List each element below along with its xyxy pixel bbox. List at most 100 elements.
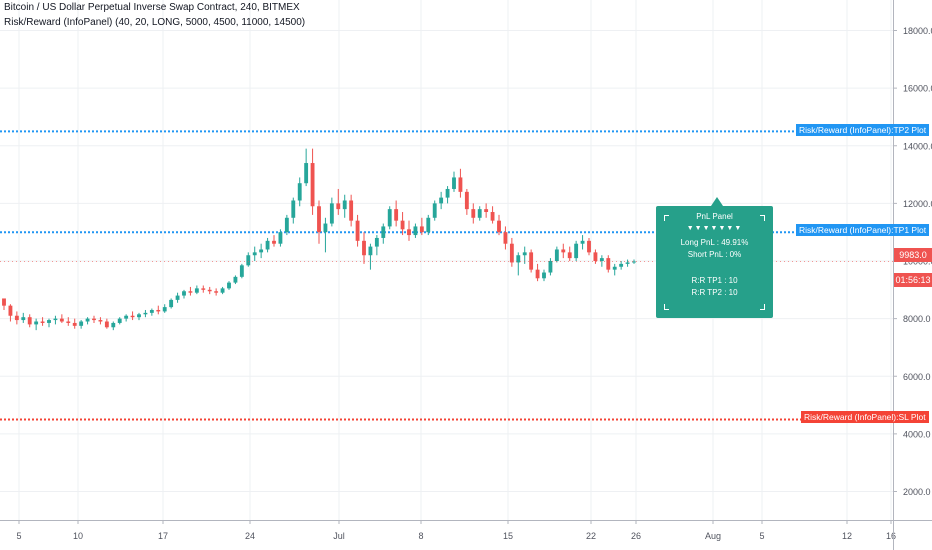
candle-body xyxy=(34,321,39,325)
candle-body xyxy=(188,291,193,293)
candle-body xyxy=(574,243,579,259)
time-axis-label: 16 xyxy=(886,531,896,541)
candle-body xyxy=(284,217,289,233)
candle-body xyxy=(143,312,148,315)
candle-body xyxy=(484,209,489,213)
candle-body xyxy=(79,321,84,326)
candle-body xyxy=(349,200,354,221)
candle-body xyxy=(432,203,437,218)
candle-body xyxy=(458,177,463,192)
candle-body xyxy=(227,282,231,289)
candle-body xyxy=(124,315,129,319)
candle-body xyxy=(156,309,161,312)
candle-body xyxy=(323,223,328,233)
current-price-text: 9983.0 xyxy=(899,250,927,260)
candle-body xyxy=(291,200,296,218)
rr-tp2: R:R TP2 : 10 xyxy=(691,288,738,297)
candle-body xyxy=(497,220,501,233)
candle-body xyxy=(14,315,19,321)
candle-body xyxy=(522,252,527,256)
candle-body xyxy=(542,272,546,279)
candle-body xyxy=(464,191,469,210)
panel-title: PnL Panel xyxy=(696,212,733,221)
candle-body xyxy=(92,318,96,321)
candle-body xyxy=(239,265,244,277)
candle-body xyxy=(111,322,116,328)
candle-body xyxy=(413,226,418,236)
candle-body xyxy=(21,317,26,321)
candle-body xyxy=(567,252,572,259)
candle-body xyxy=(272,240,276,244)
indicator-legend[interactable]: Risk/Reward (InfoPanel) (40, 20, LONG, 5… xyxy=(4,17,306,28)
candle-body xyxy=(85,318,90,322)
candle-body xyxy=(169,299,174,308)
candle-body xyxy=(355,220,360,241)
candle-body xyxy=(529,252,534,270)
candle-body xyxy=(426,217,431,233)
candle-body xyxy=(8,305,13,316)
candle-body xyxy=(137,314,141,318)
candle-body xyxy=(548,261,553,273)
time-axis-label: 8 xyxy=(418,531,423,541)
candle-body xyxy=(233,276,238,283)
candle-body xyxy=(554,249,559,261)
candle-body xyxy=(439,197,444,204)
candle-body xyxy=(374,237,379,247)
time-axis-label: 22 xyxy=(586,531,596,541)
time-axis-label: Jul xyxy=(333,531,345,541)
candle-body xyxy=(27,317,32,325)
candle-body xyxy=(175,295,180,300)
candle-body xyxy=(452,177,456,189)
candle-body xyxy=(599,258,604,261)
candle-body xyxy=(104,321,109,328)
candle-body xyxy=(329,203,334,224)
candle-body xyxy=(381,226,386,238)
tp1-plot-label: Risk/Reward (InfoPanel):TP1 Plot xyxy=(796,224,930,236)
candle-body xyxy=(394,209,399,221)
time-axis-label: 15 xyxy=(503,531,513,541)
candle-body xyxy=(593,252,598,261)
symbol-title[interactable]: Bitcoin / US Dollar Perpetual Inverse Sw… xyxy=(4,2,300,13)
candle-body xyxy=(342,200,347,210)
candle-body xyxy=(387,209,392,227)
price-axis-label: 14000.0 xyxy=(903,141,932,151)
candle-body xyxy=(407,229,411,236)
candle-body xyxy=(445,188,450,198)
candle-body xyxy=(587,240,591,253)
time-axis-label: 24 xyxy=(245,531,255,541)
price-axis-label: 18000.0 xyxy=(903,26,932,36)
tp2-plot-label: Risk/Reward (InfoPanel):TP2 Plot xyxy=(796,124,930,136)
long-pnl: Long PnL : 49.91% xyxy=(680,238,749,247)
candle-body xyxy=(509,243,514,263)
candle-body xyxy=(207,289,212,292)
candle-body xyxy=(535,269,540,279)
candle-body xyxy=(214,291,219,293)
candle-body xyxy=(632,261,636,263)
candle-body xyxy=(72,322,77,326)
countdown-badge xyxy=(894,273,932,287)
candle-body xyxy=(59,318,64,322)
candle-body xyxy=(419,226,424,233)
price-axis-label: 12000.0 xyxy=(903,199,932,209)
candle-body xyxy=(490,212,495,221)
candle-body xyxy=(2,298,6,306)
current-price-badge xyxy=(894,248,932,262)
candle-body xyxy=(471,209,476,218)
candle-body xyxy=(625,262,630,264)
candle-body xyxy=(53,318,58,321)
pnl-panel: PnL Panel ▼▼▼▼▼▼▼ Long PnL : 49.91% Shor… xyxy=(656,206,773,318)
candle-body xyxy=(362,240,366,256)
candle-body xyxy=(194,288,199,293)
time-axis-label: 5 xyxy=(759,531,764,541)
candle-body xyxy=(310,163,315,207)
time-axis-label: 12 xyxy=(842,531,852,541)
candle-body xyxy=(117,318,122,323)
countdown-text: 01:56:13 xyxy=(895,275,930,285)
time-axis-label: Aug xyxy=(705,531,721,541)
time-axis-label: 10 xyxy=(73,531,83,541)
candle-body xyxy=(40,321,45,323)
candle-body xyxy=(252,252,257,256)
panel-pointer-icon xyxy=(711,197,723,206)
